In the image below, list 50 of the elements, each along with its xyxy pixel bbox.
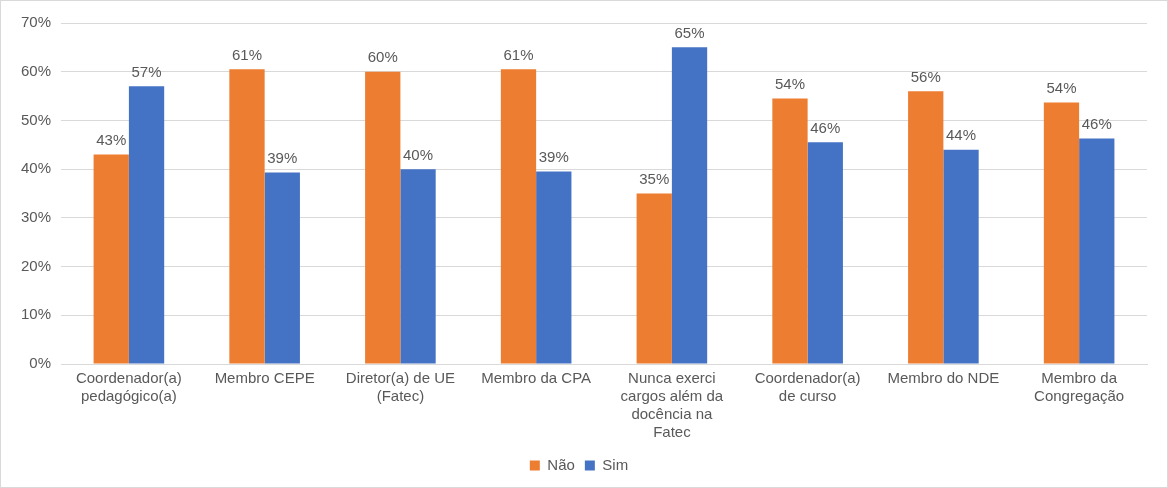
data-label: 40%: [403, 145, 434, 163]
bar: [229, 69, 265, 364]
y-tick-label: 0%: [29, 354, 52, 372]
x-tick-label: Coordenador(a) de curso: [754, 369, 861, 405]
y-tick-label: 10%: [20, 305, 52, 323]
data-label: 46%: [810, 118, 841, 136]
bar: [807, 142, 843, 364]
y-tick-label: 70%: [20, 13, 52, 31]
y-tick-label: 40%: [20, 159, 52, 177]
bar: [536, 171, 572, 364]
x-tick-label: Membro do NDE: [887, 369, 1000, 387]
data-label: 43%: [96, 131, 127, 149]
bar: [128, 86, 165, 364]
x-tick-label: Membro CEPE: [214, 369, 315, 387]
bar: [1079, 138, 1115, 364]
data-label: 56%: [910, 67, 941, 85]
x-tick-label: Membro da CPA: [481, 369, 592, 387]
bar: [264, 172, 300, 364]
x-tick-label: Membro da Congregação: [1034, 369, 1125, 405]
data-label: 61%: [503, 45, 534, 63]
bar: [365, 71, 401, 364]
data-label: 44%: [946, 126, 977, 144]
legend-label: Não: [547, 455, 575, 473]
bar: [93, 154, 129, 364]
data-label: 39%: [267, 149, 298, 167]
data-label: 65%: [674, 24, 705, 41]
data-label: 60%: [367, 48, 398, 66]
legend-label: Sim: [602, 455, 629, 473]
bar: [671, 47, 708, 364]
data-label: 46%: [1081, 115, 1112, 133]
bar: [1043, 102, 1080, 364]
data-label: 61%: [231, 45, 263, 63]
x-tick-label: Diretor(a) de UE (Fatec): [345, 369, 455, 405]
y-tick-label: 50%: [20, 110, 52, 128]
x-tick-label: Nunca exerci cargos além da docência na Fatec: [620, 369, 724, 441]
bar: [500, 69, 537, 364]
data-label: 54%: [1046, 79, 1077, 97]
y-tick-label: 30%: [20, 208, 52, 225]
bar: [400, 169, 436, 364]
x-tick-label: Coordenador(a) pedagógico(a): [75, 369, 182, 405]
bar: [943, 149, 979, 364]
bar: [772, 98, 808, 364]
y-tick-label: 60%: [20, 61, 52, 79]
data-label: 39%: [538, 148, 569, 166]
bar: [908, 91, 944, 364]
y-tick-label: 20%: [20, 256, 52, 274]
data-label: 35%: [639, 170, 670, 188]
data-label: 54%: [774, 75, 805, 93]
data-label: 57%: [131, 62, 162, 80]
bar: [636, 193, 672, 364]
